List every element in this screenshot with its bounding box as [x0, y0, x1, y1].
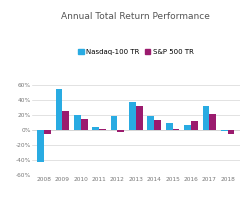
Text: Annual Total Return Performance: Annual Total Return Performance	[62, 12, 210, 21]
Bar	[111, 116, 118, 130]
Bar	[44, 130, 51, 134]
Legend: Nasdaq-100 TR, S&P 500 TR: Nasdaq-100 TR, S&P 500 TR	[76, 46, 196, 58]
Bar	[129, 102, 136, 130]
Bar	[191, 121, 198, 130]
Bar	[118, 130, 124, 132]
Bar	[62, 111, 69, 130]
Bar	[154, 120, 161, 130]
Bar	[166, 123, 173, 130]
Bar	[56, 89, 62, 130]
Bar	[184, 125, 191, 130]
Bar	[136, 106, 143, 130]
Bar	[221, 130, 228, 131]
Bar	[203, 106, 209, 130]
Bar	[37, 130, 44, 162]
Bar	[74, 115, 81, 130]
Bar	[147, 116, 154, 130]
Bar	[81, 119, 87, 130]
Bar	[92, 127, 99, 130]
Bar	[99, 129, 106, 130]
Bar	[209, 114, 216, 130]
Bar	[228, 130, 234, 134]
